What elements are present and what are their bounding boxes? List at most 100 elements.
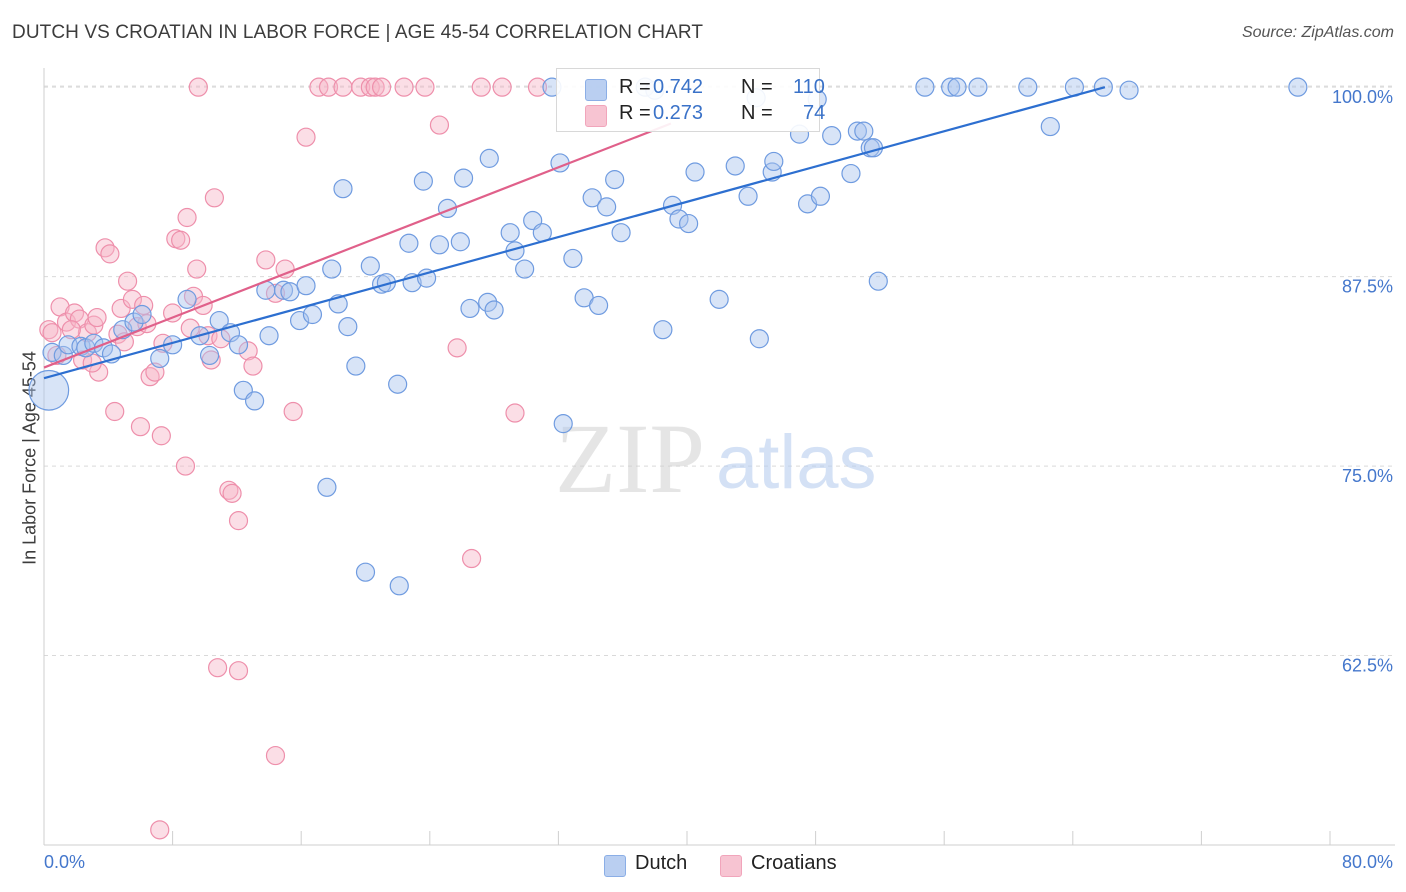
dutch-point (709, 289, 729, 309)
data-points (28, 77, 1308, 840)
dutch-point (563, 248, 583, 269)
croatian-point (175, 456, 196, 476)
dutch-point (124, 312, 144, 332)
croatian-point (527, 77, 548, 97)
series-label-croatians: Croatians (751, 852, 837, 874)
croatian-point (238, 341, 258, 361)
dutch-point (413, 171, 433, 191)
stats-legend: R = 0.742 N = 110 R = 0.273 N = 74 (556, 68, 825, 132)
dutch-point (132, 304, 152, 325)
dutch-point (1119, 80, 1139, 100)
dutch-point (177, 289, 197, 309)
croatian-point (461, 548, 482, 569)
croatian-trend-line (43, 122, 672, 369)
dutch-point (199, 345, 220, 366)
dutch-point (84, 333, 104, 353)
series-label-dutch: Dutch (635, 852, 688, 874)
dutch-point (273, 280, 294, 300)
legend-r-value: 0.742 (653, 76, 704, 98)
croatian-point (122, 289, 143, 309)
legend-n-value: 74 (803, 102, 826, 124)
dutch-point (822, 126, 842, 146)
croatian-point (151, 426, 171, 446)
croatian-point (365, 77, 385, 97)
croatian-point (429, 115, 450, 135)
croatian-point (130, 417, 151, 437)
dutch-point (389, 576, 409, 596)
croatian-point (150, 820, 170, 840)
dutch-point (941, 77, 961, 97)
croatian-point (394, 77, 414, 97)
x-tick-max: 80.0% (1341, 852, 1393, 872)
dutch-point (28, 369, 70, 411)
dutch-point (479, 148, 499, 168)
croatian-point (208, 658, 228, 678)
croatian-point (228, 511, 249, 531)
dutch-point (1018, 77, 1038, 97)
dutch-point (669, 209, 689, 229)
chart-title: DUTCH VS CROATIAN IN LABOR FORCE | AGE 4… (12, 22, 704, 43)
croatian-point (204, 188, 224, 208)
dutch-point (228, 335, 249, 355)
dutch-point (500, 223, 520, 243)
dutch-point (355, 562, 376, 582)
trend-lines (43, 86, 1106, 380)
dutch-point (605, 170, 625, 190)
dutch-point (453, 168, 474, 188)
x-tick-min: 0.0% (44, 852, 86, 872)
dutch-point (582, 188, 602, 208)
croatian-point (283, 401, 303, 422)
series-swatch-dutch (604, 855, 626, 877)
dutch-point (360, 256, 380, 276)
croatian-point (228, 661, 249, 681)
watermark-atlas: atlas (716, 420, 877, 505)
croatian-point (333, 77, 353, 97)
dutch-point (947, 77, 967, 97)
legend-r-label: R = (619, 76, 651, 98)
dutch-point (749, 329, 769, 349)
croatian-point (222, 483, 242, 503)
legend-r-label: R = (619, 102, 651, 124)
dutch-point (317, 477, 337, 497)
dutch-point (280, 282, 300, 302)
dutch-point (915, 77, 935, 97)
dutch-point (484, 300, 504, 320)
legend-n-value: 110 (793, 76, 825, 98)
croatian-point (105, 401, 125, 422)
y-tick-label: 75.0% (1342, 466, 1393, 486)
dutch-point (244, 391, 265, 411)
croatian-point (188, 77, 208, 97)
croatian-point (360, 77, 380, 97)
y-tick-label: 62.5% (1342, 656, 1393, 676)
y-tick-label: 100.0% (1332, 87, 1393, 107)
croatian-point (256, 250, 276, 270)
legend-swatch-croatians (585, 105, 607, 127)
dutch-point (764, 151, 784, 172)
dutch-point (738, 186, 758, 206)
dutch-point (302, 304, 323, 325)
croatian-point (415, 77, 435, 97)
dutch-point (296, 276, 316, 296)
croatian-point (492, 77, 512, 97)
dutch-point (450, 232, 470, 252)
dutch-point (429, 235, 450, 255)
croatian-point (87, 307, 107, 328)
dutch-point (1288, 77, 1308, 97)
croatian-point (177, 207, 197, 228)
dutch-point (679, 213, 699, 234)
dutch-point (388, 374, 408, 394)
dutch-point (42, 342, 62, 363)
axes: 62.5% 75.0% 87.5% 100.0% (43, 68, 1395, 846)
watermark: ZIP atlas (555, 403, 877, 514)
dutch-point (653, 320, 673, 340)
dutch-point (868, 271, 888, 291)
dutch-point (460, 298, 480, 319)
dutch-point (346, 356, 366, 376)
croatian-point (187, 259, 207, 279)
dutch-point (478, 292, 498, 312)
dutch-point (515, 259, 535, 279)
dutch-point (399, 233, 419, 253)
dutch-point (1040, 116, 1060, 137)
dutch-point (322, 259, 342, 279)
